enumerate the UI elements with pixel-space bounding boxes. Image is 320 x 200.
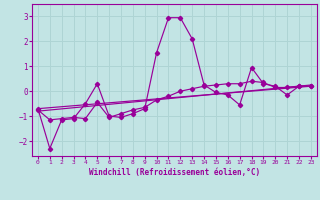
- X-axis label: Windchill (Refroidissement éolien,°C): Windchill (Refroidissement éolien,°C): [89, 168, 260, 177]
